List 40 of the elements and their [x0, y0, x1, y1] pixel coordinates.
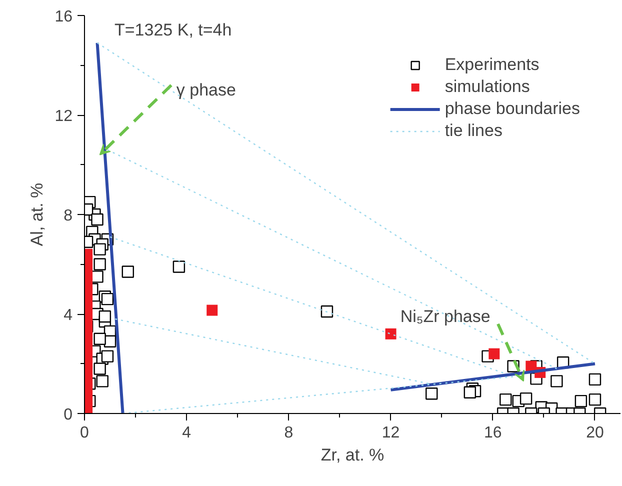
x-tick-label: 0	[80, 424, 90, 442]
legend-label: tie lines	[444, 121, 502, 141]
point	[574, 394, 588, 408]
x-tick-label: 12	[382, 424, 400, 442]
point	[96, 375, 108, 388]
point	[520, 392, 532, 405]
annotation: Ni₅Zr phase	[400, 306, 490, 326]
point	[588, 373, 602, 386]
point	[122, 266, 134, 278]
point	[500, 393, 512, 406]
point	[94, 362, 106, 375]
x-tick-label: 16	[484, 424, 502, 442]
point	[464, 386, 476, 398]
point	[94, 332, 106, 345]
point	[94, 258, 106, 270]
y-tick-label: 4	[64, 307, 73, 324]
legend-label: phase boundaries	[444, 99, 580, 119]
y-axis-title: Al, at. %	[28, 182, 47, 246]
legend-label: Experiments	[444, 55, 540, 75]
point	[320, 305, 334, 318]
x-axis-title: Zr, at. %	[320, 446, 384, 464]
point	[172, 260, 186, 273]
x-tick-label: 4	[182, 424, 192, 442]
annotation: γ phase	[176, 80, 236, 100]
chart-title: T=1325 K, t=4h	[114, 20, 232, 40]
point	[550, 375, 563, 388]
x-tick-label: 20	[586, 424, 604, 442]
x-tick-label: 8	[284, 424, 294, 442]
y-tick-label: 0	[64, 406, 73, 424]
point	[91, 213, 104, 226]
y-tick-label: 12	[54, 108, 73, 125]
point	[426, 388, 438, 400]
y-tick-label: 16	[54, 8, 73, 26]
point	[588, 393, 602, 406]
point	[98, 310, 112, 323]
point	[101, 292, 114, 306]
legend-label: simulations	[444, 77, 530, 97]
point	[101, 350, 114, 362]
point	[94, 243, 106, 256]
y-tick-label: 8	[64, 208, 73, 224]
